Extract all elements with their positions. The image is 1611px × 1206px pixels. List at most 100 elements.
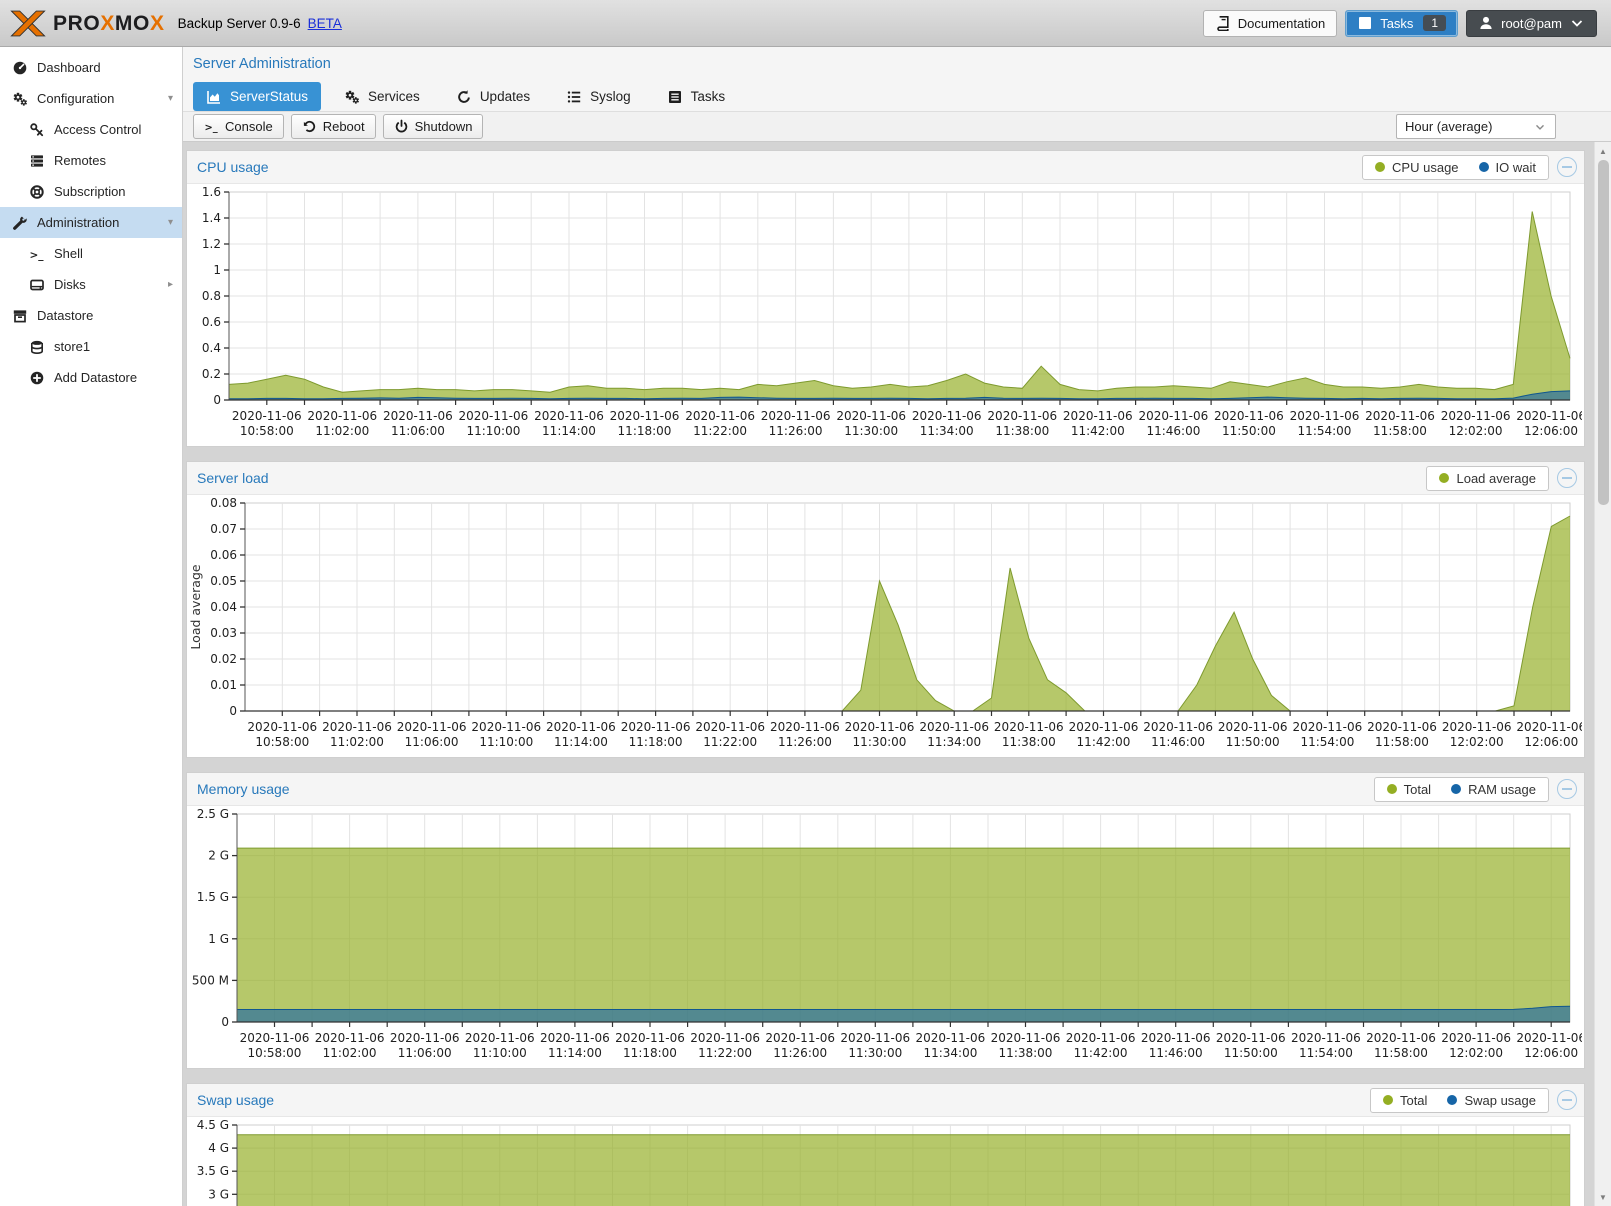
timeframe-value: Hour (average) (1405, 119, 1492, 134)
tab-tasks[interactable]: Tasks (654, 82, 739, 111)
collapse-panel-button[interactable] (1557, 468, 1577, 488)
caret-down-icon[interactable]: ▾ (168, 217, 173, 228)
tab-services[interactable]: Services (331, 82, 433, 111)
collapse-panel-button[interactable] (1557, 779, 1577, 799)
svg-text:11:22:00: 11:22:00 (698, 1046, 752, 1060)
svg-text:11:18:00: 11:18:00 (618, 424, 672, 438)
tasks-button[interactable]: Tasks 1 (1345, 10, 1458, 37)
svg-text:11:02:00: 11:02:00 (323, 1046, 377, 1060)
svg-text:10:58:00: 10:58:00 (248, 1046, 302, 1060)
svg-text:2020-11-06: 2020-11-06 (1063, 409, 1133, 423)
svg-text:2020-11-06: 2020-11-06 (1365, 409, 1435, 423)
svg-text:2020-11-06: 2020-11-06 (459, 409, 529, 423)
collapse-panel-button[interactable] (1557, 1090, 1577, 1110)
svg-text:0.04: 0.04 (210, 600, 237, 614)
documentation-button[interactable]: Documentation (1203, 10, 1337, 37)
legend-item: RAM usage (1451, 782, 1536, 797)
user-icon (1478, 15, 1494, 31)
console-button[interactable]: >_Console (193, 114, 284, 139)
svg-text:0: 0 (213, 393, 221, 407)
panel-title: Swap usage (197, 1092, 274, 1108)
reboot-button[interactable]: Reboot (291, 114, 376, 139)
memory-usage-panel-header: Memory usageTotalRAM usage (187, 773, 1584, 806)
book-icon (1215, 15, 1231, 31)
svg-text:2020-11-06: 2020-11-06 (916, 1031, 986, 1045)
cpu-usage-panel: CPU usageCPU usageIO wait00.20.40.60.811… (186, 150, 1585, 447)
caret-down-icon[interactable]: ▾ (168, 93, 173, 104)
tab-updates[interactable]: Updates (443, 82, 543, 111)
svg-text:11:02:00: 11:02:00 (330, 735, 384, 749)
main-content: Server Administration ServerStatusServic… (183, 47, 1611, 1206)
caret-right-icon[interactable]: ▸ (168, 279, 173, 290)
sidebar-item-label: Remotes (54, 153, 106, 168)
svg-text:2.5 G: 2.5 G (197, 807, 229, 821)
legend-label: IO wait (1496, 160, 1536, 175)
legend-dot-icon (1439, 473, 1449, 483)
sidebar-item-administration[interactable]: Administration▾ (0, 207, 182, 238)
server-load-panel-header: Server loadLoad average (187, 462, 1584, 495)
database-icon (29, 339, 45, 355)
svg-text:0: 0 (221, 1015, 229, 1029)
tab-syslog[interactable]: Syslog (553, 82, 644, 111)
svg-text:2020-11-06: 2020-11-06 (615, 1031, 685, 1045)
server-load-chart: 00.010.020.030.040.050.060.070.082020-11… (187, 495, 1582, 757)
svg-text:11:46:00: 11:46:00 (1151, 735, 1205, 749)
tasks-icon (1357, 15, 1373, 31)
vertical-scrollbar[interactable]: ▲ ▼ (1594, 142, 1611, 1206)
server-load-panel: Server loadLoad average00.010.020.030.04… (186, 461, 1585, 758)
svg-text:11:30:00: 11:30:00 (848, 1046, 902, 1060)
scrollbar-thumb[interactable] (1598, 160, 1609, 505)
tab-label: Syslog (590, 89, 631, 104)
button-label: Reboot (323, 119, 365, 134)
legend-item: CPU usage (1375, 160, 1458, 175)
svg-text:11:26:00: 11:26:00 (773, 1046, 827, 1060)
collapse-panel-button[interactable] (1557, 157, 1577, 177)
svg-text:12:02:00: 12:02:00 (1450, 735, 1504, 749)
svg-text:2020-11-06: 2020-11-06 (1516, 1031, 1582, 1045)
scroll-up-arrow[interactable]: ▲ (1595, 143, 1611, 159)
sidebar-item-disks[interactable]: Disks▸ (0, 269, 182, 300)
sidebar-item-store1[interactable]: store1 (0, 331, 182, 362)
svg-text:2020-11-06: 2020-11-06 (1441, 1031, 1511, 1045)
beta-link[interactable]: BETA (308, 16, 342, 31)
svg-text:11:58:00: 11:58:00 (1375, 735, 1429, 749)
shutdown-button[interactable]: Shutdown (383, 114, 484, 139)
sidebar-item-add-datastore[interactable]: Add Datastore (0, 362, 182, 393)
disk-icon (29, 277, 45, 293)
svg-text:11:10:00: 11:10:00 (466, 424, 520, 438)
svg-text:2020-11-06: 2020-11-06 (397, 720, 467, 734)
user-menu-button[interactable]: root@pam (1466, 10, 1597, 37)
sidebar-item-access-control[interactable]: Access Control (0, 114, 182, 145)
svg-text:2020-11-06: 2020-11-06 (471, 720, 541, 734)
sidebar-item-datastore[interactable]: Datastore (0, 300, 182, 331)
archive-icon (12, 308, 28, 324)
svg-text:2020-11-06: 2020-11-06 (1291, 1031, 1361, 1045)
timeframe-select[interactable]: Hour (average) (1396, 114, 1556, 139)
terminal-icon: >_ (204, 119, 219, 134)
sidebar-item-configuration[interactable]: Configuration▾ (0, 83, 182, 114)
legend-dot-icon (1479, 162, 1489, 172)
svg-text:11:42:00: 11:42:00 (1071, 424, 1125, 438)
sidebar-item-shell[interactable]: >_Shell (0, 238, 182, 269)
brand-wordmark: PROXMOX (53, 13, 165, 34)
panel-title: Memory usage (197, 781, 290, 797)
tab-serverstatus[interactable]: ServerStatus (193, 82, 321, 111)
user-icon (1478, 15, 1494, 31)
legend-dot-icon (1451, 784, 1461, 794)
tasks-icon (1357, 15, 1373, 31)
svg-text:3.5 G: 3.5 G (197, 1164, 229, 1178)
svg-text:11:38:00: 11:38:00 (1002, 735, 1056, 749)
sidebar-item-label: store1 (54, 339, 90, 354)
scroll-down-arrow[interactable]: ▼ (1595, 1189, 1611, 1205)
sidebar-item-dashboard[interactable]: Dashboard (0, 52, 182, 83)
dashboard-icon (12, 60, 28, 76)
svg-text:4 G: 4 G (208, 1141, 229, 1155)
panel-title: Server load (197, 470, 269, 486)
sidebar-item-label: Dashboard (37, 60, 101, 75)
sidebar-item-subscription[interactable]: Subscription (0, 176, 182, 207)
sidebar-item-remotes[interactable]: Remotes (0, 145, 182, 176)
svg-text:11:14:00: 11:14:00 (548, 1046, 602, 1060)
svg-text:11:34:00: 11:34:00 (927, 735, 981, 749)
svg-text:2020-11-06: 2020-11-06 (1141, 1031, 1211, 1045)
svg-text:11:38:00: 11:38:00 (999, 1046, 1053, 1060)
